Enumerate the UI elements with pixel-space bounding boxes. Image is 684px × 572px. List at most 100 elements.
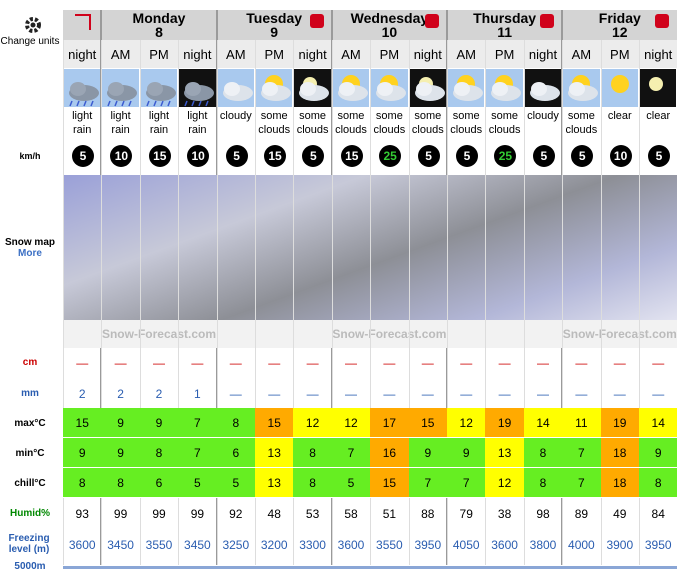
- humid-cell: 88: [421, 507, 435, 521]
- max-cell: 8: [216, 408, 255, 438]
- min-cell: 7: [562, 438, 601, 468]
- snow-cell: —: [383, 356, 396, 370]
- snow-cell: —: [229, 356, 242, 370]
- rain-cell: —: [383, 387, 396, 401]
- day-date: 12: [611, 24, 628, 40]
- change-units[interactable]: Change units: [0, 14, 62, 64]
- lock-icon: [655, 14, 670, 28]
- icon-art: [568, 75, 599, 101]
- rain-unit: mm: [21, 388, 39, 399]
- chill-cell: 8: [101, 468, 140, 498]
- freezing-cell: 4000: [568, 538, 595, 552]
- weather-icon: [294, 69, 331, 107]
- snow-cell: —: [613, 356, 626, 370]
- snow-cell: —: [536, 356, 549, 370]
- wind: 5: [302, 145, 325, 167]
- icon-art: [107, 82, 138, 107]
- weather-icon: [601, 69, 638, 107]
- period: PM: [494, 47, 515, 62]
- max-cell: 17: [370, 408, 409, 438]
- min-cell: 16: [370, 438, 409, 468]
- weather-icon: [409, 69, 446, 107]
- period: AM: [456, 47, 476, 62]
- humid-cell: 51: [382, 507, 397, 521]
- icon-art: [69, 82, 99, 107]
- rain-cell: —: [652, 387, 665, 401]
- freezing-cell: 3250: [222, 538, 250, 552]
- weather-icon: [448, 69, 485, 107]
- period: night: [528, 47, 558, 62]
- snow-cell: —: [575, 356, 588, 370]
- period: AM: [226, 47, 246, 62]
- col-line: [600, 40, 602, 565]
- weather-text: clear: [607, 110, 632, 122]
- lock-icon: [425, 14, 439, 28]
- period: AM: [571, 47, 592, 62]
- humid-cell: 49: [613, 507, 627, 521]
- col-line: [639, 40, 640, 565]
- chill-cell: 5: [216, 468, 255, 498]
- icon-art: [261, 75, 291, 101]
- freezing-cell: 4050: [452, 538, 480, 552]
- weather-icon: [640, 69, 677, 107]
- weather-text: light rain: [148, 110, 170, 136]
- max-cell: 19: [600, 408, 639, 438]
- humid-label: Humid%: [10, 508, 50, 519]
- chill-cell: 7: [447, 468, 486, 498]
- freezing-cell: 3600: [491, 538, 518, 552]
- snow-cell: —: [268, 356, 281, 370]
- wind: 5: [571, 145, 594, 167]
- col-line: [178, 40, 180, 565]
- chill-cell: 7: [408, 468, 447, 498]
- day-name: Tuesday: [246, 10, 303, 26]
- icon-art: [610, 75, 629, 93]
- freezing-cell: 3600: [68, 538, 96, 552]
- weather-icon: [179, 69, 216, 107]
- humid-cell: 99: [152, 507, 166, 521]
- period: PM: [264, 47, 284, 62]
- period: night: [68, 47, 97, 62]
- freezing-label: Freezing level (m): [8, 533, 50, 555]
- max-cell: 7: [178, 408, 217, 438]
- weather-icon: [64, 69, 101, 107]
- weather-icon: [140, 69, 178, 107]
- day-date: 9: [270, 24, 279, 40]
- humid-cell: 89: [574, 507, 589, 521]
- snow-cell: —: [152, 356, 165, 370]
- icon-art: [649, 77, 663, 91]
- max-cell: 15: [63, 408, 102, 438]
- max-cell: 15: [408, 408, 447, 438]
- more-link[interactable]: More: [18, 248, 42, 259]
- weather-text: some clouds: [488, 110, 521, 136]
- snow-cell: —: [652, 356, 665, 370]
- freezing-cell: 3550: [145, 538, 173, 552]
- wind: 10: [187, 145, 210, 167]
- logo: Snow-Forecast.com: [562, 327, 677, 341]
- max-cell: 9: [101, 408, 140, 438]
- day-date: 10: [381, 24, 398, 40]
- min-cell: 13: [255, 438, 294, 468]
- col-line: [139, 40, 141, 565]
- humid-cell: 48: [267, 507, 281, 521]
- weather-text: some clouds: [335, 110, 367, 136]
- weather-text: some clouds: [411, 110, 444, 136]
- rain-cell: —: [421, 387, 434, 401]
- rain-cell: 2: [155, 387, 163, 401]
- rain-cell: —: [498, 387, 511, 401]
- day-date: 8: [155, 24, 163, 40]
- rain-cell: —: [536, 387, 549, 401]
- lock-icon: [540, 14, 555, 28]
- humid-cell: 98: [536, 507, 550, 521]
- min-cell: 9: [639, 438, 678, 468]
- snow-cell: —: [460, 356, 473, 370]
- icon-art: [453, 75, 483, 101]
- freezing-cell: 3450: [107, 538, 134, 552]
- col-line: [331, 40, 333, 565]
- col-line: [485, 40, 487, 565]
- weather-icon: [563, 69, 600, 107]
- snow-cell: —: [191, 356, 204, 370]
- icon-art: [376, 75, 407, 101]
- col-line: [523, 40, 525, 565]
- icon-art: [222, 82, 253, 101]
- humid-cell: 79: [459, 507, 473, 521]
